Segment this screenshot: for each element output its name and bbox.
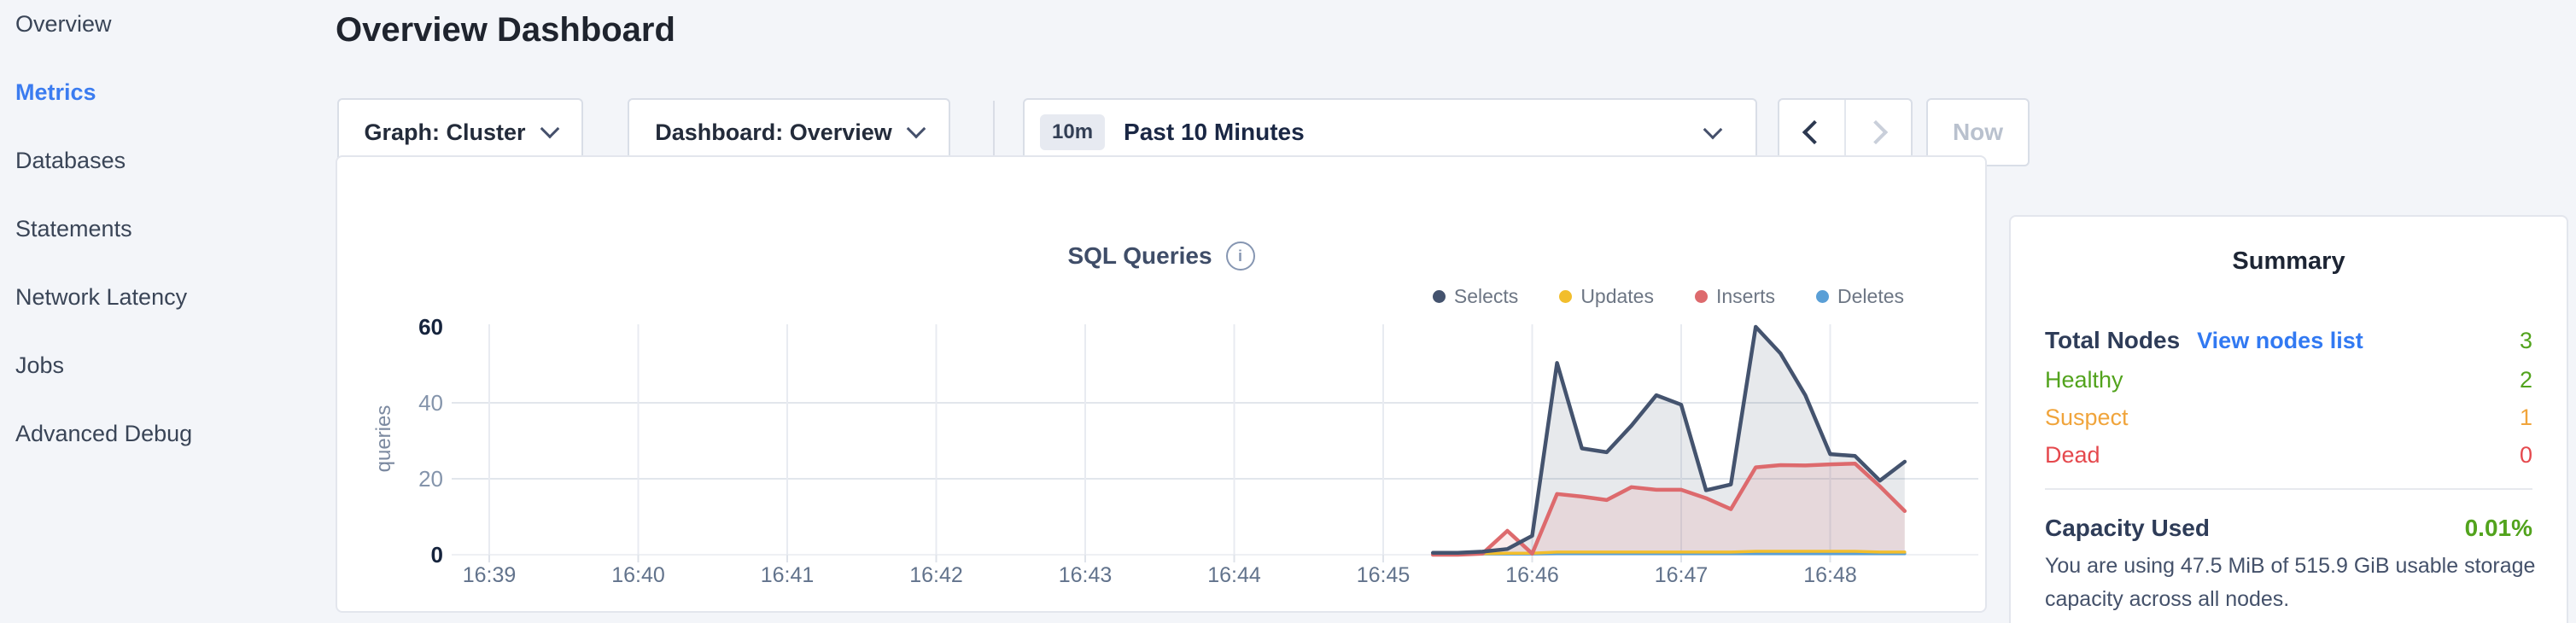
legend-dot [1432, 290, 1446, 303]
healthy-label: Healthy [2045, 366, 2123, 393]
chevron-down-icon [906, 119, 926, 139]
legend-label: Inserts [1715, 285, 1776, 307]
series-line-selects [1430, 324, 1907, 556]
legend-item-updates[interactable]: Updates [1559, 285, 1654, 308]
legend-label: Updates [1580, 285, 1654, 307]
y-axis-label: 60 [418, 314, 443, 340]
x-axis-label: 16:44 [1207, 563, 1261, 587]
legend-label: Selects [1453, 285, 1519, 307]
legend-dot [1816, 290, 1830, 303]
series-line-updates [1431, 550, 1907, 556]
y-axis-label: 0 [431, 542, 443, 568]
time-step-buttons [1778, 98, 1913, 166]
total-nodes-row: Total Nodes View nodes list 3 [2045, 321, 2532, 360]
y-axis-title: queries [372, 405, 395, 473]
x-axis-label: 16:42 [909, 563, 963, 587]
time-range-badge: 10m [1040, 114, 1106, 150]
total-nodes-value: 3 [2519, 327, 2532, 353]
x-axis-label: 16:46 [1505, 563, 1559, 587]
series-fill-selects [1433, 327, 1905, 555]
chart-title: SQL Queries [1067, 242, 1212, 269]
dead-label: Dead [2045, 441, 2100, 468]
capacity-row: Capacity Used 0.01% [2045, 509, 2532, 548]
toolbar-divider [993, 101, 995, 164]
chevron-right-icon [1863, 119, 1889, 145]
chevron-left-icon [1802, 119, 1827, 145]
x-axis-label: 16:47 [1655, 563, 1709, 587]
chart-title-row: SQL Queries i [337, 239, 1985, 273]
chevron-down-icon [1703, 119, 1723, 140]
legend-item-inserts[interactable]: Inserts [1694, 285, 1776, 308]
sidebar-item-statements[interactable]: Statements [15, 216, 132, 242]
dashboard-label: Dashboard: Overview [655, 119, 892, 145]
suspect-label: Suspect [2045, 404, 2129, 430]
dead-value: 0 [2519, 441, 2532, 468]
x-axis-label: 16:48 [1803, 563, 1857, 587]
sql-queries-chart-card: 16:39 16:40 16:41 16:42 16:43 16:44 16:45 16:46… [336, 155, 1987, 613]
legend-dot [1559, 290, 1573, 303]
legend-item-deletes[interactable]: Deletes [1816, 285, 1904, 308]
y-axis-label: 20 [418, 466, 443, 492]
time-range-label: Past 10 Minutes [1124, 119, 1305, 145]
legend-item-selects[interactable]: Selects [1432, 285, 1519, 308]
x-axis-label: 16:41 [761, 563, 815, 587]
x-axis-label: 16:39 [463, 563, 517, 587]
info-icon[interactable]: i [1225, 242, 1255, 271]
sidebar-item-overview[interactable]: Overview [15, 11, 112, 37]
suspect-value: 1 [2519, 404, 2532, 430]
view-nodes-list-link[interactable]: View nodes list [2197, 327, 2363, 353]
sidebar-item-network-latency[interactable]: Network Latency [15, 284, 188, 310]
healthy-nodes-row: Healthy 2 [2045, 360, 2532, 399]
chevron-down-icon [540, 119, 559, 139]
x-axis-label: 16:43 [1059, 563, 1113, 587]
x-axis-label: 16:40 [611, 563, 665, 587]
time-step-forward-button[interactable] [1844, 100, 1911, 165]
x-axis-label: 16:45 [1357, 563, 1411, 587]
graph-scope-dropdown[interactable]: Graph: Cluster [337, 98, 583, 166]
sidebar-item-advanced-debug[interactable]: Advanced Debug [15, 421, 193, 446]
page-title: Overview Dashboard [336, 11, 675, 49]
sql-queries-chart-svg: 16:39 16:40 16:41 16:42 16:43 16:44 16:45 16:46… [372, 314, 1978, 587]
graph-scope-label: Graph: Cluster [364, 119, 526, 145]
sidebar-item-jobs[interactable]: Jobs [15, 352, 65, 378]
sidebar-item-metrics[interactable]: Metrics [15, 79, 96, 105]
summary-divider [2045, 488, 2532, 490]
suspect-nodes-row: Suspect 1 [2045, 398, 2532, 437]
series-fill-inserts [1433, 463, 1905, 555]
legend-label: Deletes [1837, 285, 1904, 307]
total-nodes-label: Total Nodes [2045, 327, 2181, 353]
summary-panel: Summary Total Nodes View nodes list 3 He… [2009, 215, 2568, 623]
y-axis-label: 40 [418, 390, 443, 416]
capacity-used-value: 0.01% [2464, 515, 2532, 541]
time-range-dropdown[interactable]: 10m Past 10 Minutes [1023, 98, 1757, 166]
sidebar: Overview Metrics Databases Statements Ne… [0, 0, 333, 623]
legend-dot [1694, 290, 1708, 303]
summary-title: Summary [2232, 247, 2345, 275]
healthy-value: 2 [2519, 366, 2532, 393]
dead-nodes-row: Dead 0 [2045, 435, 2532, 475]
capacity-description: You are using 47.5 MiB of 515.9 GiB usab… [2045, 554, 2536, 611]
series-line-inserts [1430, 461, 1907, 557]
capacity-used-label: Capacity Used [2045, 515, 2210, 541]
chart-legend: Selects Updates Inserts Deletes [1432, 285, 1904, 308]
sidebar-item-databases[interactable]: Databases [15, 148, 126, 173]
